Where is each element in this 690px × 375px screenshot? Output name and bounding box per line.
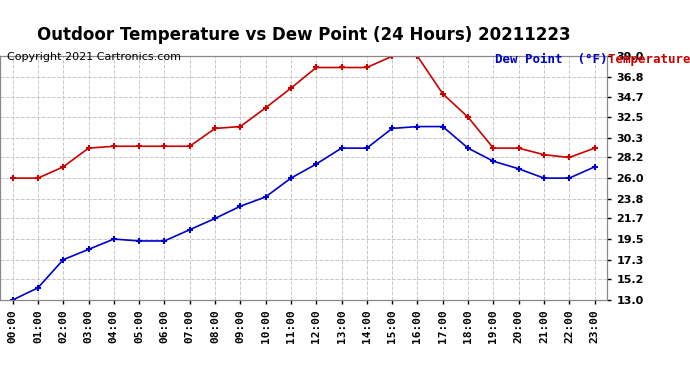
Text: Copyright 2021 Cartronics.com: Copyright 2021 Cartronics.com [7,53,181,63]
Text: Dew Point  (°F): Dew Point (°F) [495,53,607,66]
Text: Outdoor Temperature vs Dew Point (24 Hours) 20211223: Outdoor Temperature vs Dew Point (24 Hou… [37,26,571,44]
Text: Temperature (°F): Temperature (°F) [608,53,690,66]
